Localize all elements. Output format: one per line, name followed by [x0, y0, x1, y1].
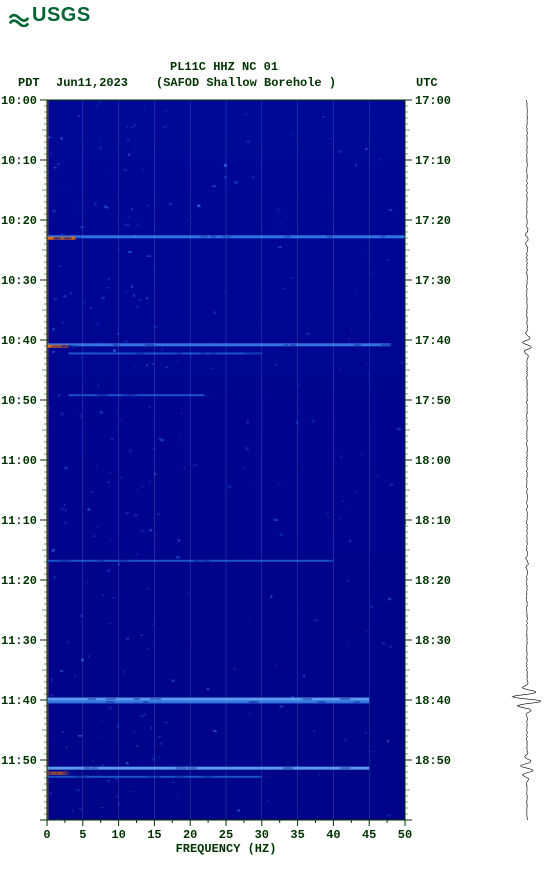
- ytick-utc: 17:20: [415, 214, 451, 228]
- event-streak: [47, 343, 391, 346]
- xtick-label: 40: [326, 828, 340, 842]
- page-root: USGS PL11C HHZ NC 01 PDT Jun11,2023 (SAF…: [0, 0, 552, 892]
- ytick-pdt: 10:30: [1, 274, 37, 288]
- ytick-pdt: 11:50: [1, 754, 37, 768]
- ytick-utc: 18:50: [415, 754, 451, 768]
- ytick-pdt: 10:50: [1, 394, 37, 408]
- xtick-label: 10: [111, 828, 125, 842]
- xtick-label: 35: [290, 828, 304, 842]
- ytick-pdt: 11:30: [1, 634, 37, 648]
- ytick-pdt: 10:10: [1, 154, 37, 168]
- ytick-utc: 18:00: [415, 454, 451, 468]
- seis-path: [513, 100, 541, 820]
- ytick-utc: 17:40: [415, 334, 451, 348]
- xtick-label: 50: [398, 828, 412, 842]
- ytick-pdt: 11:40: [1, 694, 37, 708]
- ytick-pdt: 10:00: [1, 94, 37, 108]
- xtick-label: 25: [219, 828, 233, 842]
- seismogram-trace: [513, 100, 541, 820]
- ytick-utc: 18:20: [415, 574, 451, 588]
- xtick-label: 30: [255, 828, 269, 842]
- ytick-utc: 18:30: [415, 634, 451, 648]
- x-axis-label: FREQUENCY (HZ): [176, 842, 277, 856]
- xtick-label: 0: [43, 828, 50, 842]
- ytick-pdt: 11:10: [1, 514, 37, 528]
- ytick-utc: 17:00: [415, 94, 451, 108]
- event-streak: [68, 352, 261, 354]
- ytick-pdt: 11:00: [1, 454, 37, 468]
- ytick-utc: 18:10: [415, 514, 451, 528]
- ytick-utc: 17:50: [415, 394, 451, 408]
- ytick-utc: 17:10: [415, 154, 451, 168]
- ytick-pdt: 10:40: [1, 334, 37, 348]
- xtick-label: 15: [147, 828, 161, 842]
- spectrogram-chart: 0 5 10 15 20 25 30 35 40 45 50 FREQUENCY (HZ) 10:00 1…: [0, 0, 552, 892]
- ytick-utc: 17:30: [415, 274, 451, 288]
- ytick-pdt: 11:20: [1, 574, 37, 588]
- xtick-label: 20: [183, 828, 197, 842]
- ytick-pdt: 10:20: [1, 214, 37, 228]
- ytick-utc: 18:40: [415, 694, 451, 708]
- xtick-label: 5: [79, 828, 86, 842]
- xtick-label: 45: [362, 828, 376, 842]
